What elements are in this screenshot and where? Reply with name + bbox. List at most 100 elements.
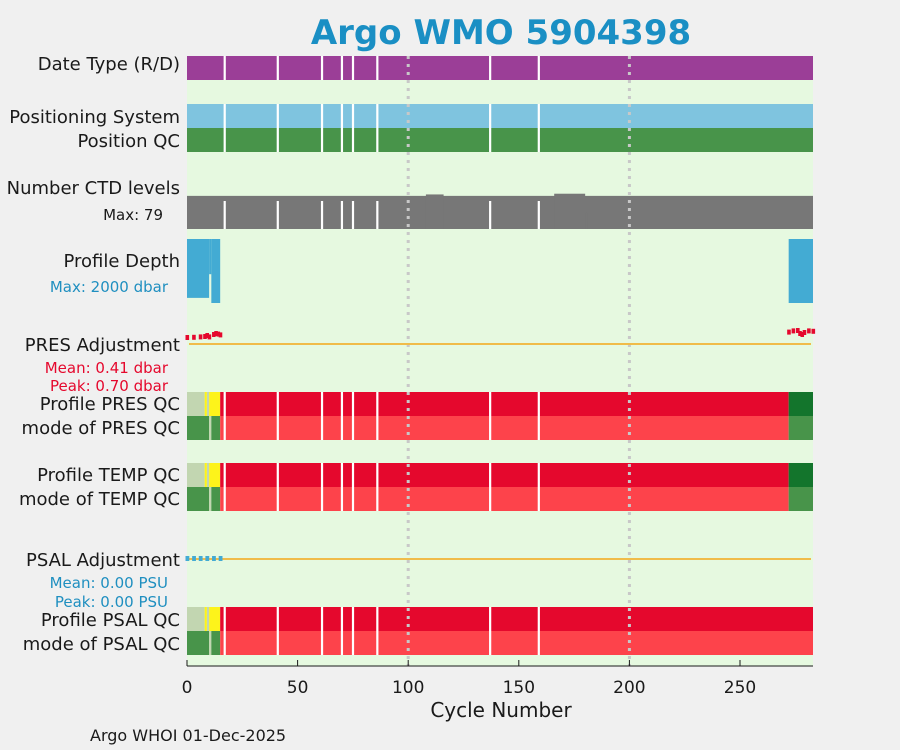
- missing-cycle-gap-1-3: [276, 392, 279, 440]
- x-tick-label-1: 50: [287, 678, 309, 698]
- x-tick-label-0: 0: [182, 678, 193, 698]
- missing-cycle-gap-4-5: [351, 607, 355, 655]
- missing-cycle-gap-6-1: [489, 104, 492, 152]
- psal-adjustment-point-0: [185, 556, 190, 561]
- pres-mode-segment-0: [187, 416, 210, 440]
- missing-cycle-gap-0-4: [223, 463, 226, 511]
- label-profile-temp-qc: Profile TEMP QC: [37, 465, 180, 486]
- label-positioning-system: Positioning System: [9, 107, 180, 128]
- psal-adjustment-point-2: [198, 556, 203, 561]
- missing-cycle-gap-2-3: [320, 392, 324, 440]
- psal-mode-segment-1: [209, 631, 212, 655]
- missing-cycle-gap-5-3: [376, 392, 379, 440]
- x-tick-label-2: 100: [392, 678, 424, 698]
- label-mode-psal-qc: mode of PSAL QC: [23, 634, 180, 655]
- pres-adjustment-point-9: [218, 332, 223, 338]
- missing-cycle-gap-1-1: [276, 104, 279, 152]
- missing-cycle-gap-6-0: [489, 56, 492, 80]
- pres-mode-segment-1: [209, 416, 212, 440]
- temp-qc-segment-3: [209, 463, 221, 487]
- psal-qc-segment-4: [220, 607, 814, 631]
- missing-cycle-gap-3-2: [340, 201, 344, 229]
- pres-adjustment-point-11: [791, 328, 796, 334]
- pres-adjustment-point-14: [800, 332, 805, 337]
- footer-credit: Argo WHOI 01-Dec-2025: [90, 726, 286, 745]
- pres-adjustment-point-7: [214, 331, 218, 336]
- label-date-type: Date Type (R/D): [38, 54, 180, 75]
- pres-adjustment-point-13: [798, 331, 802, 336]
- missing-cycle-gap-7-3: [537, 392, 540, 440]
- missing-cycle-gap-1-4: [276, 463, 279, 511]
- pres-adjustment-point-8: [216, 331, 221, 337]
- missing-cycle-gap-0-2: [223, 201, 226, 229]
- missing-cycle-gap-3-3: [340, 392, 344, 440]
- label-mode-temp-qc: mode of TEMP QC: [19, 489, 180, 510]
- label-pres-mean: Mean: 0.41 dbar: [45, 359, 169, 377]
- temp-mode-segment-2: [211, 487, 221, 511]
- temp-qc-segment-5: [788, 463, 813, 487]
- positioning-segment-0: [187, 104, 813, 128]
- pres-adjustment-point-0: [185, 335, 190, 340]
- missing-cycle-gap-0-3: [223, 392, 226, 440]
- psal-adjustment-point-1: [192, 556, 196, 561]
- pres-mode-segment-2: [211, 416, 221, 440]
- missing-cycle-gap-4-0: [351, 56, 355, 80]
- missing-cycle-gap-4-3: [351, 392, 355, 440]
- psal-mode-segment-3: [220, 631, 814, 655]
- missing-cycle-gap-5-5: [376, 607, 379, 655]
- temp-mode-segment-0: [187, 487, 210, 511]
- psal-qc-segment-0: [187, 607, 205, 631]
- missing-cycle-gap-6-4: [489, 463, 492, 511]
- psal-qc-segment-2: [206, 607, 210, 631]
- ctd-levels-bar-2: [521, 203, 524, 229]
- missing-cycle-gap-0-0: [223, 56, 226, 80]
- profile-depth-bar-3: [788, 239, 813, 303]
- pres-adjustment-point-16: [807, 328, 811, 334]
- label-profile-pres-qc: Profile PRES QC: [40, 394, 180, 415]
- label-psal-peak: Peak: 0.00 PSU: [55, 593, 168, 611]
- pres-qc-segment-1: [204, 392, 207, 416]
- ctd-levels-bar-0: [187, 195, 813, 229]
- psal-adjustment-point-5: [218, 556, 223, 561]
- label-depth-max: Max: 2000 dbar: [50, 278, 169, 296]
- chart-title: Argo WMO 5904398: [311, 13, 691, 53]
- x-tick-label-4: 200: [613, 678, 645, 698]
- missing-cycle-gap-1-0: [276, 56, 279, 80]
- pres-adjustment-point-5: [207, 334, 212, 340]
- temp-mode-segment-1: [209, 487, 212, 511]
- pres-adjustment-point-15: [802, 330, 807, 335]
- missing-cycle-gap-6-5: [489, 607, 492, 655]
- date-type-segment-0: [187, 56, 813, 80]
- missing-cycle-gap-7-5: [537, 607, 540, 655]
- missing-cycle-gap-4-1: [351, 104, 355, 152]
- temp-qc-segment-1: [204, 463, 207, 487]
- label-mode-pres-qc: mode of PRES QC: [22, 418, 180, 439]
- ctd-levels-bar-3: [554, 193, 586, 229]
- label-position-qc: Position QC: [77, 131, 180, 152]
- profile-depth-bar-0: [187, 239, 210, 298]
- profile-depth-bar-2: [211, 239, 221, 303]
- missing-cycle-gap-1-5: [276, 607, 279, 655]
- label-ctd-levels-max: Max: 79: [103, 206, 163, 224]
- missing-cycle-gap-2-5: [320, 607, 324, 655]
- psal-mode-segment-0: [187, 631, 210, 655]
- temp-qc-segment-2: [206, 463, 210, 487]
- psal-adjustment-point-4: [212, 556, 216, 561]
- pres-adjustment-point-1: [192, 334, 196, 340]
- psal-qc-segment-1: [204, 607, 207, 631]
- pres-adjustment-point-10: [787, 329, 791, 335]
- x-tick-label-5: 250: [724, 678, 756, 698]
- missing-cycle-gap-7-1: [537, 104, 540, 152]
- label-psal-mean: Mean: 0.00 PSU: [50, 574, 168, 592]
- pres-mode-segment-3: [220, 416, 789, 440]
- missing-cycle-gap-5-2: [376, 201, 379, 229]
- psal-qc-segment-3: [209, 607, 221, 631]
- label-pres-peak: Peak: 0.70 dbar: [50, 377, 169, 395]
- missing-cycle-gap-2-4: [320, 463, 324, 511]
- missing-cycle-gap-3-0: [340, 56, 344, 80]
- plot-background: [187, 56, 813, 666]
- pres-qc-segment-0: [187, 392, 205, 416]
- pres-qc-segment-4: [220, 392, 789, 416]
- psal-mode-segment-2: [211, 631, 221, 655]
- missing-cycle-gap-0-1: [223, 104, 226, 152]
